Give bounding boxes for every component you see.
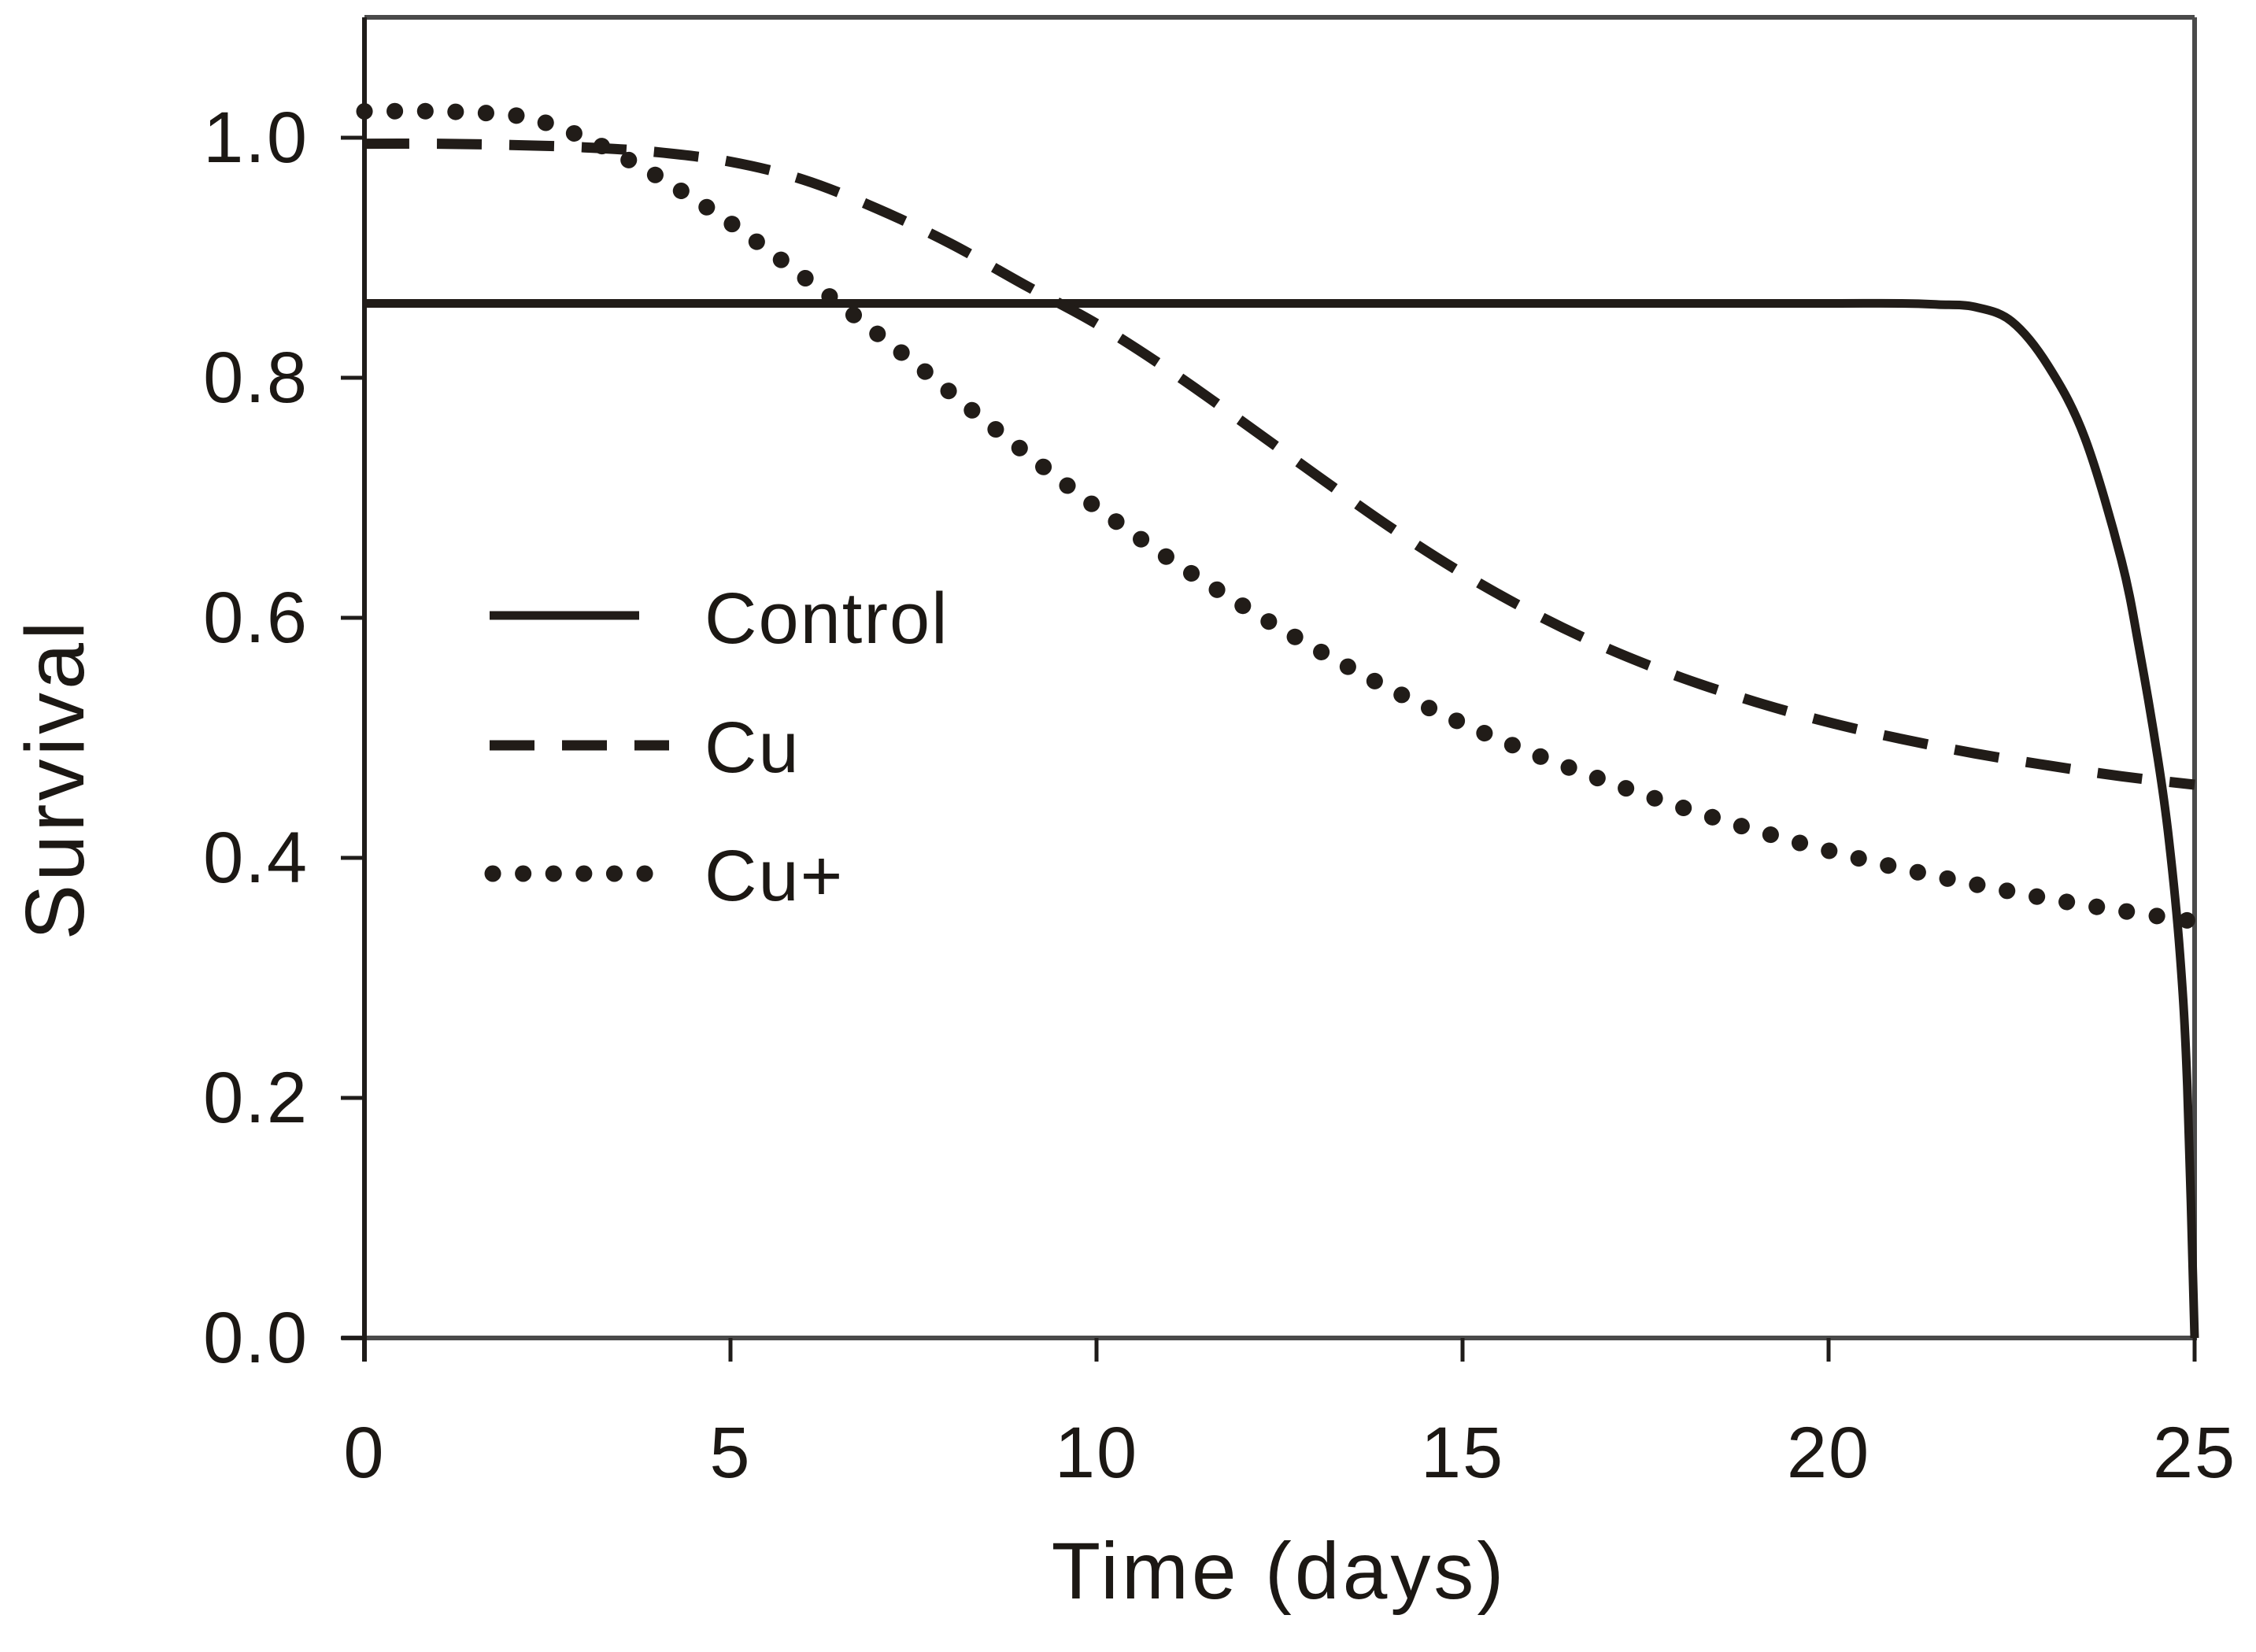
- x-tick-label-25: 25: [2152, 1413, 2237, 1493]
- y-tick-label-0.4: 0.4: [203, 818, 309, 898]
- curve-cu: [364, 139, 2195, 790]
- legend-label-cu: Cu: [705, 708, 801, 788]
- x-tick-label-0: 0: [343, 1413, 386, 1493]
- x-tick-label-5: 5: [709, 1413, 752, 1493]
- y-tick-label-1.0: 1.0: [203, 98, 309, 178]
- curve-control: [364, 298, 2199, 1339]
- tick-marks: [341, 135, 2197, 1362]
- legend-label-control: Control: [705, 578, 949, 659]
- plot-frame: [342, 15, 2197, 1340]
- y-tick-label-0.0: 0.0: [203, 1298, 309, 1378]
- x-axis-title: Time (days): [1051, 1526, 1507, 1616]
- x-tick-label-20: 20: [1786, 1413, 1871, 1493]
- legend-label-cuplus: Cu+: [705, 836, 845, 916]
- y-axis-title: Survival: [9, 618, 102, 941]
- legend-swatches: [484, 611, 669, 882]
- x-tick-label-15: 15: [1420, 1413, 1505, 1493]
- x-tick-label-10: 10: [1054, 1413, 1139, 1493]
- y-tick-label-0.8: 0.8: [203, 338, 309, 418]
- y-tick-label-0.6: 0.6: [203, 578, 309, 658]
- curve-cuplus: [356, 102, 2203, 930]
- data-curves: [356, 102, 2203, 1339]
- y-tick-label-0.2: 0.2: [203, 1058, 309, 1138]
